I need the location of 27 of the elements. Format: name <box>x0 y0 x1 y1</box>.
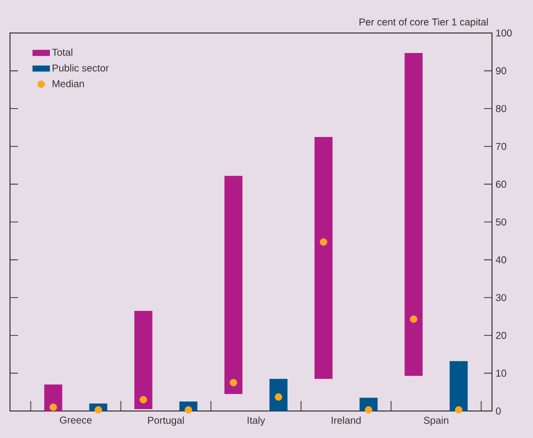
x-tick-label: Spain <box>424 416 448 426</box>
y-tick-label: 90 <box>496 67 506 74</box>
y-tick-label: 20 <box>496 332 506 339</box>
y-tick-label: 60 <box>496 180 506 188</box>
y-tick-label: 70 <box>496 142 506 150</box>
bar <box>44 384 62 411</box>
bar <box>224 176 242 394</box>
bar <box>404 53 423 376</box>
bar <box>134 310 152 410</box>
bar <box>314 136 333 379</box>
y-tick-label: 0 <box>496 407 501 415</box>
x-tick-label: Greece <box>60 416 92 424</box>
x-tick-label: Portugal <box>148 416 184 426</box>
y-tick-label: 40 <box>496 256 506 264</box>
bar <box>450 361 468 411</box>
y-axis-title: Per cent of core Tier 1 capital <box>360 18 488 28</box>
y-tick-label: 80 <box>496 105 506 112</box>
y-tick-label: 30 <box>496 294 506 302</box>
legend-label: Public sector <box>52 64 109 72</box>
y-tick-label: 10 <box>496 370 506 377</box>
legend-label: Total <box>52 48 72 56</box>
x-tick-label: Italy <box>248 416 266 426</box>
legend-label: Median <box>52 80 84 88</box>
y-tick-label: 100 <box>496 29 512 37</box>
bar <box>269 378 288 411</box>
x-tick-label: Ireland <box>332 416 361 424</box>
y-tick-label: 50 <box>496 218 506 226</box>
